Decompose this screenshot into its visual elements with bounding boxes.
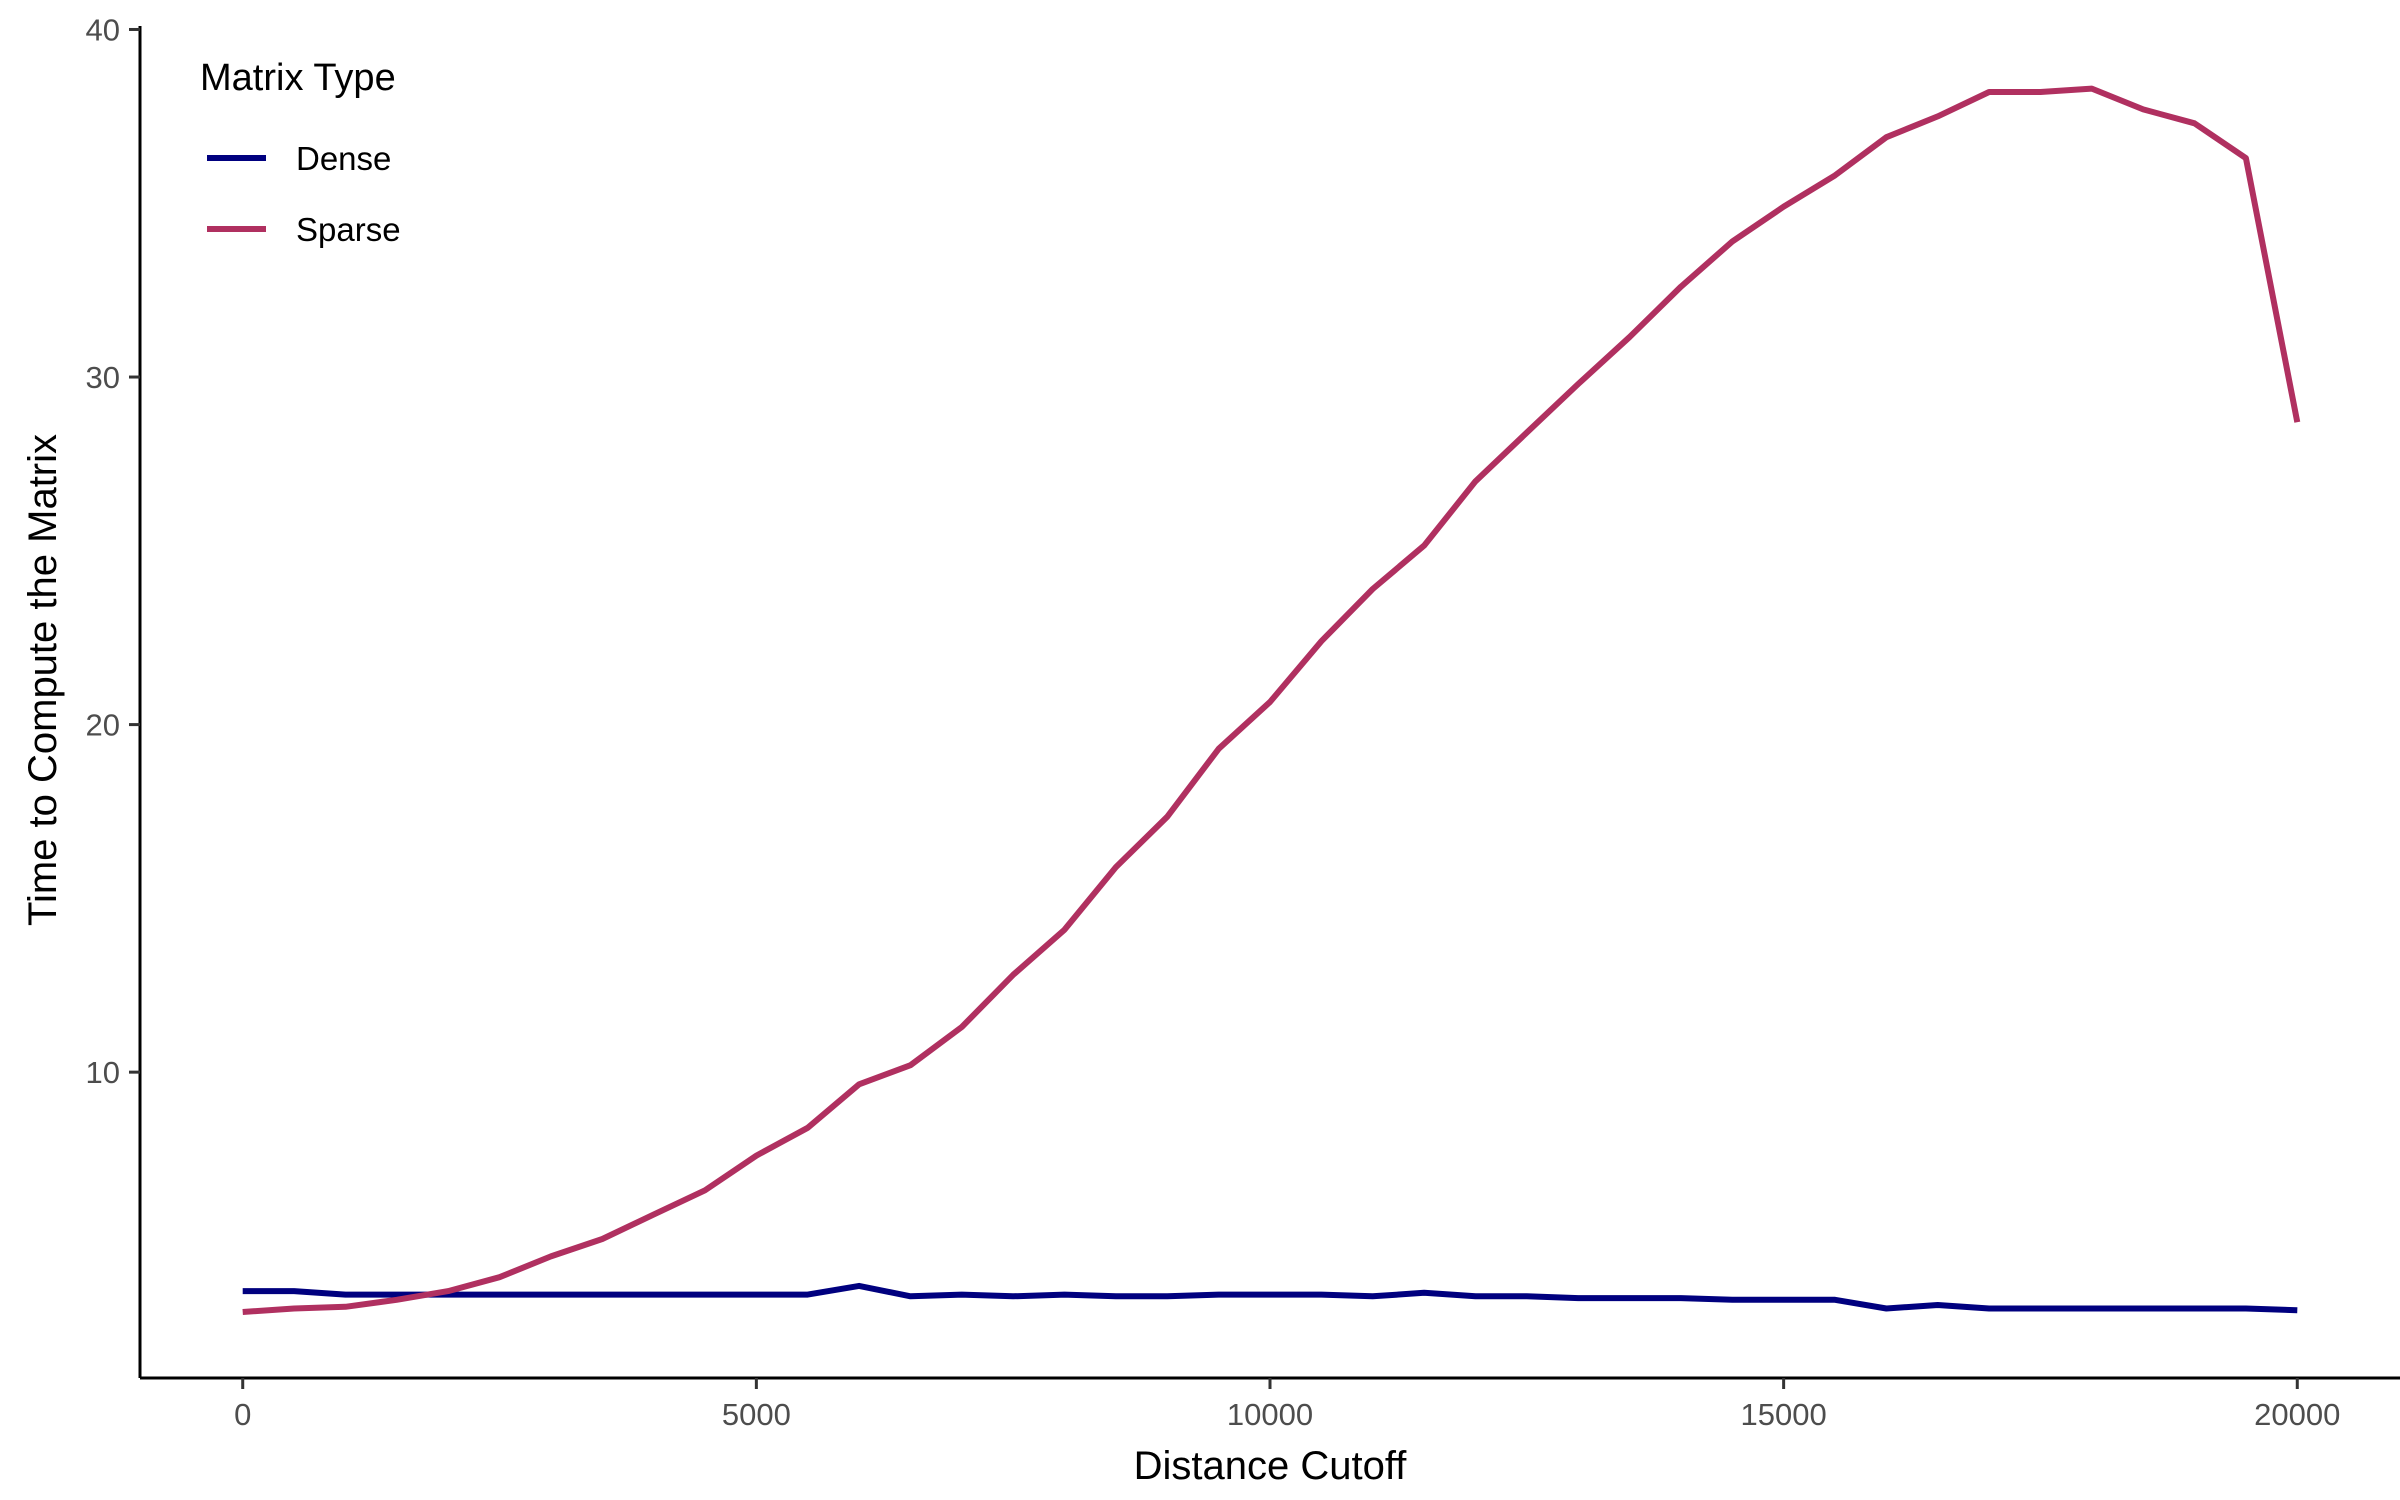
x-tick-label: 5000 [722,1397,791,1432]
series-line-sparse [242,85,2301,1315]
x-tick-label: 20000 [2254,1397,2340,1432]
legend: Matrix Type Dense Sparse [200,57,401,248]
x-axis-title: Distance Cutoff [1134,1444,1408,1488]
y-axis-title: Time to Compute the Matrix [21,434,65,926]
x-tick-label: 0 [234,1397,251,1432]
x-tick-label: 10000 [1227,1397,1313,1432]
y-tick-label: 30 [86,360,120,395]
series-lines [242,85,2301,1315]
y-tick-label: 20 [86,708,120,743]
axis-ticks: 0 5000 10000 15000 20000 10 20 30 40 [86,12,2341,1432]
legend-title: Matrix Type [200,57,396,99]
legend-label-sparse: Sparse [296,211,401,248]
y-tick-label: 10 [86,1055,120,1090]
x-tick-label: 15000 [1741,1397,1827,1432]
series-line-dense [242,1282,2298,1314]
y-tick-label: 40 [86,12,120,47]
legend-label-dense: Dense [296,140,391,177]
